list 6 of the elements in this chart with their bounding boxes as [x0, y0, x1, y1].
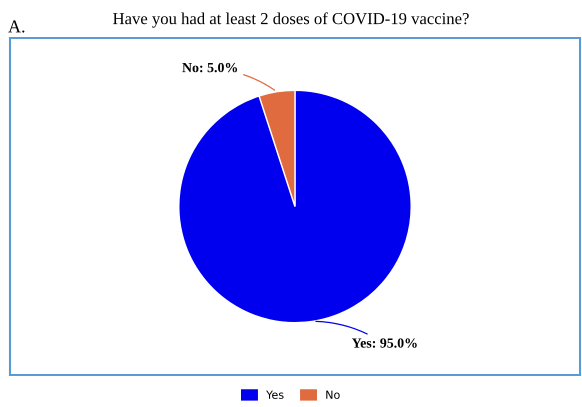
- chart-title: Have you had at least 2 doses of COVID-19 vaccine?: [113, 12, 469, 28]
- data-label: No: 5.0%: [182, 62, 238, 72]
- text: A.: [8, 20, 24, 33]
- legend-label: Yes: [266, 390, 284, 399]
- legend-label: No: [326, 390, 340, 399]
- data-label: Yes: 95.0%: [352, 338, 417, 348]
